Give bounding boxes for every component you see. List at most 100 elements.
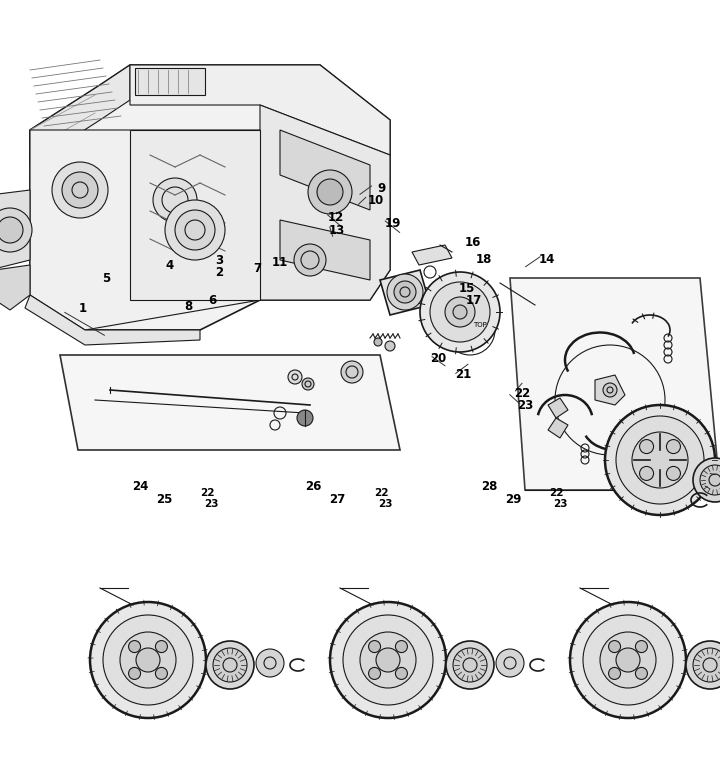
- Circle shape: [129, 668, 140, 680]
- Polygon shape: [0, 265, 30, 310]
- Circle shape: [175, 210, 215, 250]
- Circle shape: [608, 641, 621, 652]
- Circle shape: [376, 648, 400, 672]
- Polygon shape: [30, 65, 390, 330]
- Circle shape: [206, 641, 254, 689]
- Polygon shape: [510, 278, 720, 490]
- Text: 16: 16: [465, 235, 481, 249]
- Circle shape: [330, 602, 446, 718]
- Polygon shape: [260, 105, 390, 300]
- Polygon shape: [380, 270, 430, 315]
- Text: 15: 15: [459, 281, 474, 295]
- Text: 29: 29: [505, 492, 521, 506]
- Circle shape: [686, 641, 720, 689]
- Text: 23: 23: [378, 499, 392, 510]
- Circle shape: [129, 641, 140, 652]
- Circle shape: [603, 383, 617, 397]
- Circle shape: [636, 641, 647, 652]
- Circle shape: [453, 305, 467, 319]
- Circle shape: [341, 361, 363, 383]
- Polygon shape: [0, 190, 30, 270]
- Circle shape: [369, 641, 381, 652]
- Circle shape: [308, 170, 352, 214]
- Circle shape: [693, 458, 720, 502]
- Text: 2: 2: [215, 266, 224, 280]
- Text: 23: 23: [553, 499, 567, 510]
- Polygon shape: [130, 65, 390, 155]
- Text: 23: 23: [204, 499, 218, 510]
- Circle shape: [360, 632, 416, 688]
- Text: 13: 13: [329, 223, 345, 237]
- Polygon shape: [30, 130, 260, 330]
- Circle shape: [369, 668, 381, 680]
- Circle shape: [256, 649, 284, 677]
- Circle shape: [420, 272, 500, 352]
- Circle shape: [430, 282, 490, 342]
- Text: 26: 26: [305, 479, 321, 493]
- Text: 6: 6: [208, 294, 217, 308]
- Text: 27: 27: [329, 492, 345, 506]
- Circle shape: [636, 668, 647, 680]
- Polygon shape: [25, 295, 200, 345]
- Polygon shape: [548, 398, 568, 418]
- Circle shape: [385, 341, 395, 351]
- Circle shape: [136, 648, 160, 672]
- Text: TOP: TOP: [473, 322, 487, 328]
- Polygon shape: [412, 245, 452, 265]
- Text: 28: 28: [482, 479, 498, 493]
- Polygon shape: [280, 130, 370, 210]
- Circle shape: [394, 281, 416, 303]
- Text: 18: 18: [476, 252, 492, 266]
- Text: 19: 19: [384, 216, 400, 230]
- Text: 10: 10: [368, 194, 384, 207]
- Circle shape: [302, 378, 314, 390]
- Text: 5: 5: [102, 271, 111, 285]
- Circle shape: [639, 466, 654, 480]
- Circle shape: [0, 208, 32, 252]
- Circle shape: [453, 648, 487, 682]
- Polygon shape: [135, 68, 205, 95]
- Circle shape: [52, 162, 108, 218]
- Text: 22: 22: [200, 488, 215, 498]
- Circle shape: [343, 615, 433, 705]
- Text: 22: 22: [549, 488, 564, 498]
- Circle shape: [374, 338, 382, 346]
- Polygon shape: [548, 418, 568, 438]
- Text: 23: 23: [518, 399, 534, 412]
- Circle shape: [605, 405, 715, 515]
- Text: 24: 24: [132, 479, 148, 493]
- Circle shape: [632, 432, 688, 488]
- Circle shape: [297, 410, 313, 426]
- Polygon shape: [30, 65, 130, 165]
- Circle shape: [90, 602, 206, 718]
- Circle shape: [667, 440, 680, 453]
- Text: 7: 7: [253, 261, 262, 275]
- Circle shape: [667, 466, 680, 480]
- Circle shape: [317, 179, 343, 205]
- Text: 25: 25: [156, 492, 172, 506]
- Circle shape: [395, 668, 408, 680]
- Circle shape: [288, 370, 302, 384]
- Circle shape: [387, 274, 423, 310]
- Circle shape: [103, 615, 193, 705]
- Circle shape: [120, 632, 176, 688]
- Circle shape: [153, 178, 197, 222]
- Circle shape: [693, 648, 720, 682]
- Polygon shape: [595, 375, 625, 405]
- Circle shape: [608, 668, 621, 680]
- Text: 14: 14: [539, 252, 555, 266]
- Text: 3: 3: [215, 254, 224, 267]
- Polygon shape: [280, 220, 370, 280]
- Polygon shape: [130, 130, 260, 300]
- Text: 21: 21: [455, 368, 471, 382]
- Circle shape: [583, 615, 673, 705]
- Text: 4: 4: [165, 258, 174, 272]
- Circle shape: [395, 641, 408, 652]
- Circle shape: [62, 172, 98, 208]
- Text: 8: 8: [184, 299, 193, 313]
- Circle shape: [0, 217, 23, 243]
- Circle shape: [165, 200, 225, 260]
- Circle shape: [294, 244, 326, 276]
- Circle shape: [213, 648, 247, 682]
- Circle shape: [570, 602, 686, 718]
